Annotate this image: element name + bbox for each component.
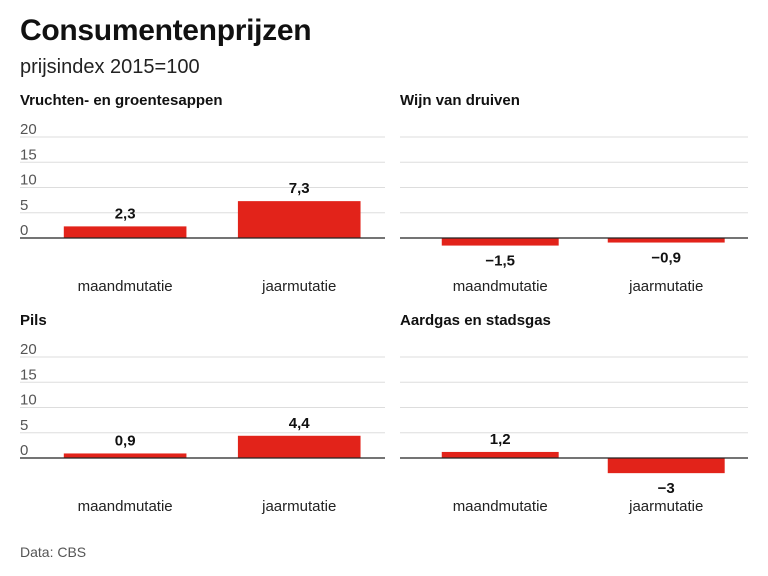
chart-title: Consumentenprijzen bbox=[20, 14, 312, 47]
data-label: 2,3 bbox=[115, 205, 136, 222]
data-label: 4,4 bbox=[289, 415, 311, 432]
panel-title-4: Aardgas en stadsgas bbox=[400, 312, 551, 329]
bar-maandmutatie bbox=[63, 453, 187, 458]
y-tick-label: 5 bbox=[20, 197, 28, 214]
category-label: maandmutatie bbox=[453, 278, 548, 295]
data-label: −0,9 bbox=[651, 250, 681, 267]
source-note: Data: CBS bbox=[20, 544, 87, 560]
y-tick-label: 15 bbox=[20, 146, 37, 163]
bar-maandmutatie bbox=[63, 226, 187, 238]
panel-2: −1,5 maandmutatie −0,9 jaarmutatie bbox=[400, 136, 748, 295]
category-label: jaarmutatie bbox=[261, 498, 336, 515]
panel-title-2: Wijn van druiven bbox=[400, 92, 520, 109]
data-label: 0,9 bbox=[115, 432, 136, 449]
panel-3: 0 5 10 15 20 0,9 maandmutatie 4,4 jaarmutatie bbox=[20, 341, 385, 515]
category-label: maandmutatie bbox=[453, 498, 548, 515]
chart-subtitle: prijsindex 2015=100 bbox=[20, 56, 200, 78]
y-tick-label: 5 bbox=[20, 417, 28, 434]
y-tick-label: 10 bbox=[20, 172, 37, 189]
bar-maandmutatie bbox=[441, 451, 559, 458]
category-label: jaarmutatie bbox=[628, 498, 703, 515]
bar-jaarmutatie bbox=[237, 435, 361, 458]
bar-jaarmutatie bbox=[607, 238, 725, 243]
bar-jaarmutatie bbox=[607, 458, 725, 474]
category-label: maandmutatie bbox=[78, 278, 173, 295]
y-tick-label: 20 bbox=[20, 121, 37, 138]
panel-1: 0 5 10 15 20 2,3 maandmutatie 7,3 jaarmutatie bbox=[20, 121, 385, 295]
y-tick-label: 0 bbox=[20, 222, 28, 239]
bar-maandmutatie bbox=[441, 238, 559, 246]
category-label: maandmutatie bbox=[78, 498, 173, 515]
y-tick-label: 15 bbox=[20, 366, 37, 383]
data-label: 7,3 bbox=[289, 180, 310, 197]
category-label: jaarmutatie bbox=[261, 278, 336, 295]
y-tick-label: 0 bbox=[20, 442, 28, 459]
data-label: −1,5 bbox=[485, 253, 515, 270]
data-label: 1,2 bbox=[490, 431, 511, 448]
bar-jaarmutatie bbox=[237, 201, 361, 238]
y-tick-label: 10 bbox=[20, 392, 37, 409]
y-tick-label: 20 bbox=[20, 341, 37, 358]
category-label: jaarmutatie bbox=[628, 278, 703, 295]
data-label: −3 bbox=[658, 480, 675, 497]
panel-title-1: Vruchten- en groentesappen bbox=[20, 92, 223, 109]
panel-title-3: Pils bbox=[20, 312, 47, 329]
